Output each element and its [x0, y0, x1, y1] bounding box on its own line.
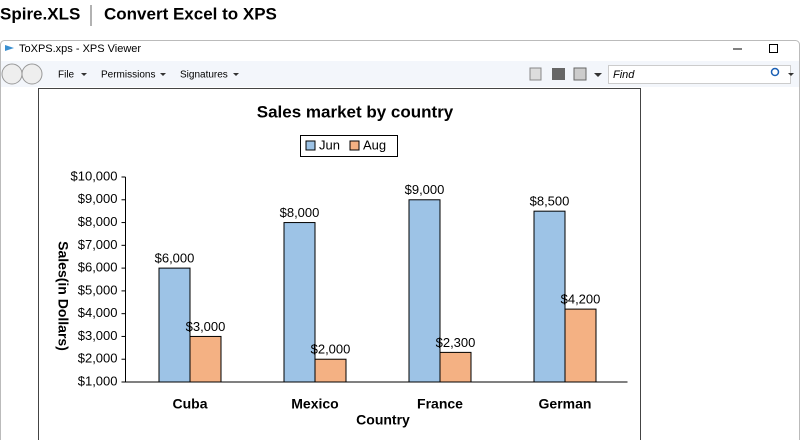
y-tick-label: $7,000	[78, 237, 118, 252]
x-tick-label: German	[539, 396, 592, 412]
menu-arrow	[160, 73, 166, 76]
print-icon[interactable]	[552, 68, 565, 80]
y-tick-label: $2,000	[78, 351, 118, 366]
y-tick-label: $9,000	[78, 191, 118, 206]
chart-title: Sales market by country	[257, 102, 454, 121]
menu-arrow	[81, 73, 87, 76]
bar	[439, 351, 472, 383]
value-label: $2,000	[311, 342, 351, 357]
window-title: ToXPS.xps - XPS Viewer	[19, 43, 141, 55]
y-tick-label: $10,000	[71, 168, 118, 183]
zoom-icon[interactable]	[573, 67, 587, 81]
y-tick-label: $1,000	[78, 373, 118, 388]
chart: Sales market by country Country Sales(in…	[55, 102, 628, 428]
legend-label: Jun	[319, 137, 340, 152]
legend	[300, 135, 398, 157]
bar	[314, 358, 347, 383]
bar	[189, 335, 222, 383]
x-tick-label: Cuba	[173, 396, 208, 412]
page-icon[interactable]	[529, 67, 542, 81]
x-tick-label: France	[417, 396, 463, 412]
back-button[interactable]	[1, 63, 23, 85]
x-axis-title: Country	[356, 412, 410, 428]
bar	[408, 199, 441, 383]
page-title: Convert Excel to XPS	[104, 4, 277, 23]
value-label: $4,200	[561, 292, 601, 307]
value-label: $8,000	[280, 205, 320, 220]
bar	[283, 222, 316, 383]
search-icon[interactable]	[770, 67, 780, 77]
search-box[interactable]	[608, 65, 791, 84]
brand: Spire.XLS	[0, 4, 80, 23]
value-label: $8,500	[530, 194, 570, 209]
maximize-button[interactable]	[769, 44, 778, 53]
bar	[533, 210, 566, 383]
legend-label: Aug	[363, 137, 386, 152]
y-tick-label: $3,000	[78, 328, 118, 343]
menu-item[interactable]: Permissions	[101, 70, 155, 81]
dropdown-arrow[interactable]	[594, 73, 602, 77]
menu-item[interactable]: Signatures	[180, 70, 228, 81]
x-tick-label: Mexico	[291, 396, 338, 412]
y-tick-label: $6,000	[78, 260, 118, 275]
value-label: $3,000	[186, 319, 226, 334]
y-tick-label: $8,000	[78, 214, 118, 229]
legend-swatch	[305, 140, 316, 151]
value-label: $6,000	[155, 251, 195, 266]
search-dropdown[interactable]	[788, 73, 794, 76]
y-tick-label: $5,000	[78, 282, 118, 297]
bar	[158, 267, 191, 383]
menu-arrow	[233, 73, 239, 76]
forward-button[interactable]	[21, 63, 43, 85]
y-axis-title: Sales(in Dollars)	[55, 241, 71, 351]
search-placeholder: Find	[613, 69, 635, 81]
legend-swatch	[349, 140, 360, 151]
bar	[564, 308, 597, 383]
value-label: $2,300	[436, 335, 476, 350]
app-icon	[5, 45, 14, 51]
y-tick-label: $4,000	[78, 305, 118, 320]
value-label: $9,000	[405, 182, 445, 197]
menu-item[interactable]: File	[58, 70, 75, 81]
